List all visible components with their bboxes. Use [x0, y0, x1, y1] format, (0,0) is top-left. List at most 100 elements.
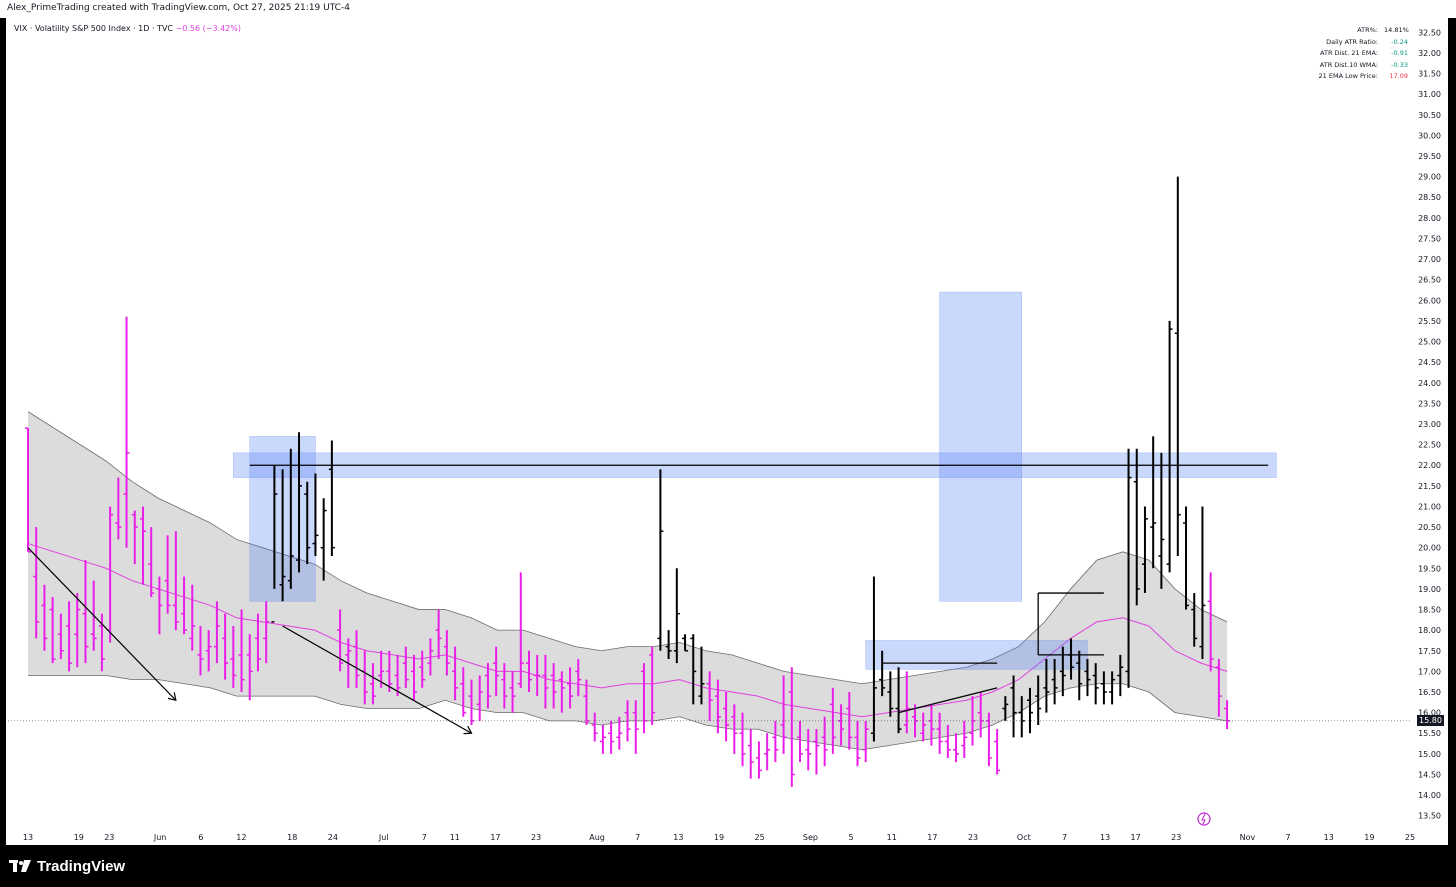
ohlc-bar — [394, 654, 401, 697]
ohlc-bar — [148, 527, 155, 598]
x-tick-label: 11 — [450, 833, 460, 842]
ohlc-bar — [312, 473, 319, 556]
zone-oct-spike — [939, 291, 1023, 602]
ohlc-bar — [74, 593, 81, 668]
ohlc-bar — [780, 675, 787, 754]
ohlc-bar — [263, 601, 270, 664]
x-tick-label: 13 — [1324, 833, 1334, 842]
symbol-line: VIX · Volatility S&P 500 Index · 1D · TV… — [14, 24, 174, 33]
x-tick-label: Oct — [1017, 833, 1031, 842]
x-tick-label: 11 — [887, 833, 897, 842]
ema21-line — [27, 543, 1228, 718]
y-tick-label: 15.50 — [1418, 729, 1441, 738]
y-tick-label: 27.50 — [1418, 234, 1441, 243]
ohlc-bar — [550, 663, 557, 709]
ohlc-bar — [1084, 659, 1091, 697]
y-tick-label: 14.00 — [1418, 791, 1441, 800]
attribution-bar: Alex_PrimeTrading created with TradingVi… — [0, 0, 1456, 18]
y-tick-label: 29.00 — [1418, 173, 1441, 182]
stat-row: ATR Dist. 21 EMA: -0.91 — [1290, 48, 1408, 60]
y-tick-label: 26.00 — [1418, 296, 1441, 305]
y-tick-label: 24.00 — [1418, 379, 1441, 388]
stat-label: ATR Dist.10 WMA: — [1319, 60, 1378, 69]
ohlc-bar — [608, 720, 615, 754]
ohlc-bar — [673, 568, 680, 664]
tradingview-logo-icon — [9, 859, 31, 874]
ohlc-bar — [862, 720, 869, 763]
x-tick-label: 17 — [1131, 833, 1141, 842]
ohlc-bar — [139, 506, 146, 585]
y-tick-label: 22.00 — [1418, 461, 1441, 470]
y-tick-label: 22.50 — [1418, 441, 1441, 450]
x-tick-label: 23 — [531, 833, 541, 842]
ohlc-bar — [599, 724, 606, 754]
stat-label: 21 EMA Low Price: — [1318, 72, 1378, 80]
y-tick-label: 28.00 — [1418, 214, 1441, 223]
x-tick-label: 23 — [104, 833, 114, 842]
ohlc-bar — [1002, 696, 1009, 721]
stat-row: Daily ATR Ratio: -0.24 — [1290, 37, 1408, 49]
ohlc-bar — [115, 477, 122, 540]
ohlc-bar — [920, 712, 927, 742]
ohlc-bar — [854, 720, 861, 767]
y-tick-label: 19.00 — [1418, 585, 1441, 594]
y-tick-label: 17.50 — [1418, 647, 1441, 656]
ohlc-bar — [953, 733, 960, 763]
ohlc-bar — [797, 720, 804, 763]
ohlc-bar — [887, 671, 894, 717]
x-tick-label: 7 — [422, 833, 427, 842]
symbol-legend[interactable]: VIX · Volatility S&P 500 Index · 1D · TV… — [14, 24, 241, 33]
ohlc-bar — [788, 667, 795, 787]
x-tick-label: 12 — [236, 833, 246, 842]
event-marker-icon — [1197, 812, 1211, 826]
y-tick-label: 30.00 — [1418, 131, 1441, 140]
ohlc-bar — [411, 654, 418, 701]
ohlc-bar — [1109, 671, 1116, 705]
ohlc-bar — [337, 609, 344, 672]
lightning-icon — [1201, 813, 1206, 825]
trend-line — [27, 547, 177, 701]
ohlc-bars-layer — [25, 176, 1231, 787]
ohlc-bar — [698, 646, 705, 705]
x-tick-label: 17 — [490, 833, 500, 842]
ohlc-bar — [230, 626, 237, 688]
ohlc-bar — [1125, 448, 1132, 688]
ohlc-bar — [632, 700, 639, 754]
x-tick-label: 19 — [1364, 833, 1374, 842]
x-tick-label: 13 — [673, 833, 683, 842]
ohlc-bar — [213, 601, 220, 664]
ohlc-bar — [296, 432, 303, 573]
ohlc-bar — [936, 712, 943, 754]
ohlc-bar — [246, 634, 253, 701]
ohlc-bar — [452, 646, 459, 701]
ohlc-bar — [739, 712, 746, 767]
ohlc-bar — [460, 667, 467, 717]
ohlc-bar — [895, 667, 902, 734]
ohlc-bar — [1043, 659, 1050, 713]
ohlc-bar — [435, 609, 442, 660]
atr-band — [28, 411, 1228, 750]
y-tick-label: 17.00 — [1418, 667, 1441, 676]
ohlc-bar — [386, 650, 393, 692]
stat-row: ATR%: 14.81% — [1290, 25, 1409, 37]
ohlc-bar — [197, 626, 204, 676]
attribution-text: Alex_PrimeTrading created with TradingVi… — [7, 3, 350, 13]
y-tick-label: 20.50 — [1418, 523, 1441, 532]
trend-arrowhead — [167, 692, 177, 702]
ohlc-bar — [1141, 506, 1148, 594]
ohlc-bar — [49, 597, 56, 664]
brand-name: TradingView — [37, 858, 126, 875]
y-tick-label: 25.50 — [1418, 317, 1441, 326]
y-tick-label: 28.50 — [1418, 193, 1441, 202]
ohlc-bar — [271, 465, 278, 623]
ohlc-bar — [723, 692, 730, 742]
x-tick-label: Jul — [378, 833, 389, 842]
drawing-layer — [8, 464, 1412, 826]
last-price-label: 15.80 — [1417, 715, 1444, 727]
ohlc-bar — [164, 535, 171, 614]
stat-label: ATR%: — [1357, 26, 1378, 34]
ohlc-bar — [534, 654, 541, 697]
y-tick-label: 23.00 — [1418, 420, 1441, 429]
tradingview-logo[interactable]: TradingView — [9, 858, 125, 875]
